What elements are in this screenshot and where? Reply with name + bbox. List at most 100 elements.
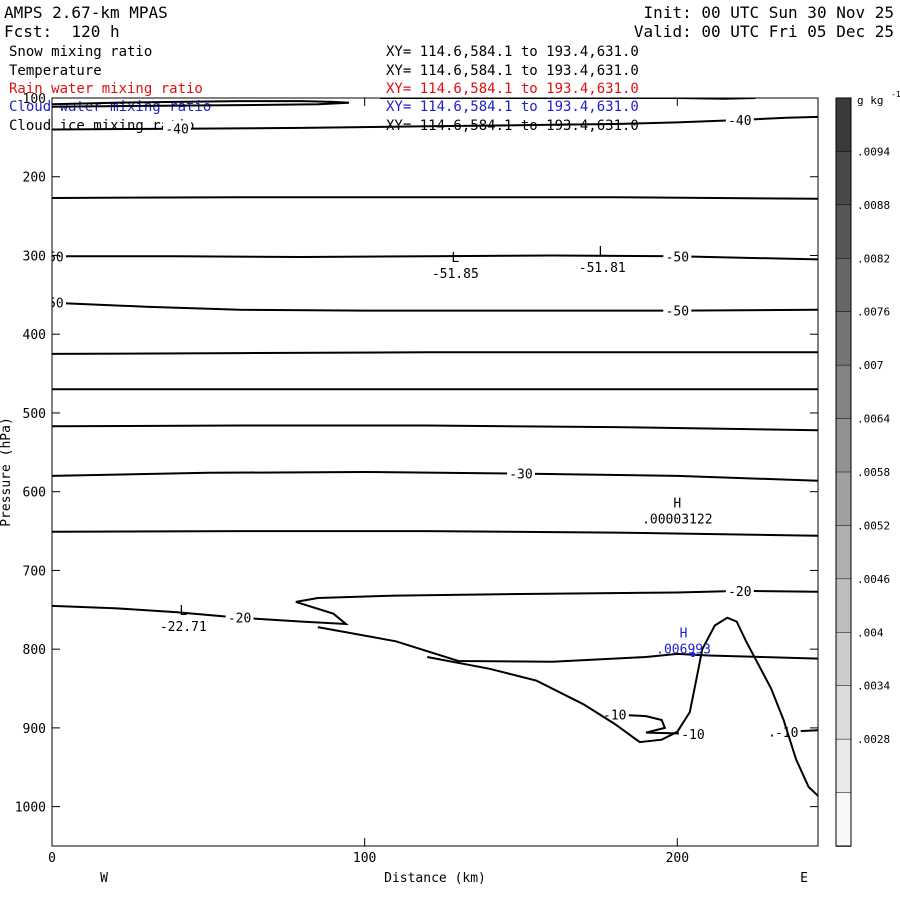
legend-cloud-water-xy: XY= 114.6,584.1 to 193.4,631.0: [386, 99, 639, 115]
contour-label: -50: [666, 305, 689, 320]
colorbar: .0094 .0088 .0082 .0076 .007 .0064 .0058 .0052.…: [835, 90, 900, 847]
temperature-contour-line: [52, 196, 818, 200]
colorbar-tick-label: .0082: [857, 252, 890, 265]
contour-label-bg: [725, 582, 754, 598]
colorbar-swatch: [835, 471, 852, 527]
legend-snow-xy: XY= 114.6,584.1 to 193.4,631.0: [386, 44, 639, 60]
model-title: AMPS 2.67-km MPAS: [4, 3, 168, 22]
legend-snow-name: Snow mixing ratio: [9, 44, 153, 60]
temperature-contour-line: [52, 530, 818, 537]
west-label: W: [100, 871, 108, 886]
x-tick-label: 0: [48, 851, 56, 866]
contour-label: -50: [40, 297, 63, 312]
extremum-value: -51.85: [432, 267, 479, 282]
legend-rain-name: Rain water mixing ratio: [9, 81, 203, 97]
cloud-water-max-dot: [690, 652, 696, 658]
colorbar-swatch: [835, 97, 852, 153]
temperature-contour-line: [317, 626, 818, 663]
colorbar-swatch: [835, 258, 852, 313]
contour-label-bg: [225, 609, 254, 625]
y-tick-label: 900: [23, 722, 46, 737]
contour-label: -50: [666, 250, 689, 265]
colorbar-swatch: [835, 738, 852, 794]
x-tick-label: 100: [353, 851, 376, 866]
colorbar-tick-label: .004: [857, 626, 884, 639]
axes: 100 200 300 400 500 600 700 800 900 1000 0 100 200 Di…: [0, 92, 819, 886]
contour-label: -30: [509, 468, 532, 483]
contour-label-bg: [506, 465, 535, 481]
east-label: E: [800, 871, 808, 886]
contour-label-bg: [52, 294, 66, 310]
extremum-value: .00003122: [642, 513, 712, 528]
temperature-contour-line: [52, 424, 818, 432]
temperature-contour-line: [52, 351, 818, 355]
low-marker: L: [451, 251, 459, 266]
temperature-contour-line: [52, 254, 818, 261]
contour-label: -10: [775, 726, 798, 741]
y-axis-label: Pressure (hPa): [0, 417, 14, 527]
extremum-value: .006993: [656, 643, 711, 658]
high-marker: H: [680, 627, 688, 642]
contour-label: -10: [603, 709, 626, 724]
low-marker: L: [598, 245, 606, 260]
low-marker: L: [179, 604, 187, 619]
colorbar-tick-label: .0088: [857, 199, 890, 212]
temperature-contour-line: [380, 98, 756, 100]
contour-label: -10: [681, 728, 704, 743]
colorbar-swatch: [835, 364, 852, 420]
contour-label: -40: [728, 114, 751, 129]
colorbar-tick-label: .0028: [857, 733, 890, 746]
contour-label: -20: [228, 612, 251, 627]
y-tick-label: 300: [23, 249, 46, 264]
legend-temperature-xy: XY= 114.6,584.1 to 193.4,631.0: [386, 63, 639, 79]
colorbar-unit-exponent: -1: [891, 90, 900, 99]
y-tick-label: 200: [23, 171, 46, 186]
temperature-contour-line: [52, 589, 818, 626]
y-tick-label: 600: [23, 486, 46, 501]
colorbar-tick-label: .0064: [857, 413, 890, 426]
colorbar-swatch: [835, 632, 852, 687]
y-tick-label: 800: [23, 643, 46, 658]
colorbar-tick-label: .0052: [857, 519, 890, 532]
terrain-layer: [427, 616, 818, 798]
temperature-contour-line: [52, 100, 350, 108]
contour-label-bg: [600, 706, 629, 722]
plot-frame: [51, 97, 819, 847]
colorbar-frame: [835, 97, 852, 847]
contour-label-bg: [163, 120, 192, 136]
init-time: Init: 00 UTC Sun 30 Nov 25: [643, 3, 894, 22]
contour-label-bg: [725, 112, 754, 128]
contour-label-bg: [678, 726, 707, 742]
temperature-contour-line: [52, 470, 818, 482]
y-tick-label: 1000: [15, 801, 46, 816]
colorbar-swatch: [835, 204, 852, 260]
x-tick-label: 200: [666, 851, 689, 866]
colorbar-tick-label: .007: [857, 359, 884, 372]
high-marker: H: [673, 497, 681, 512]
y-tick-label: 700: [23, 564, 46, 579]
colorbar-swatch: [835, 578, 852, 634]
y-tick-label: 500: [23, 407, 46, 422]
colorbar-swatch: [835, 525, 852, 580]
colorbar-swatch: [835, 311, 852, 366]
colorbar-tick-label: .0046: [857, 573, 890, 586]
temperature-contour-line: [52, 115, 818, 131]
contour-label-bg: [663, 302, 692, 318]
chart-header: AMPS 2.67-km MPAS Fcst: 120 h Init: 00 U…: [0, 0, 900, 135]
temperature-contours: -40 -40 -50 -50 -50 -50 -30 -20 -20 -10 -10 -10: [40, 98, 818, 743]
colorbar-tick-label: .0058: [857, 466, 890, 479]
colorbar-tick-label: .0034: [857, 680, 890, 693]
colorbar-tick-label: .0094: [857, 145, 890, 158]
forecast-hour: Fcst: 120 h: [4, 22, 120, 41]
contour-label: -20: [728, 585, 751, 600]
terrain-line: [427, 616, 818, 798]
valid-time: Valid: 00 UTC Fri 05 Dec 25: [633, 22, 894, 41]
temperature-contour-line: [52, 301, 818, 312]
legend-rain-xy: XY= 114.6,584.1 to 193.4,631.0: [386, 81, 639, 97]
colorbar-swatch: [835, 685, 852, 740]
colorbar-unit: g kg: [857, 94, 884, 107]
contour-label-bg: [663, 248, 692, 264]
y-tick-label: 400: [23, 328, 46, 343]
